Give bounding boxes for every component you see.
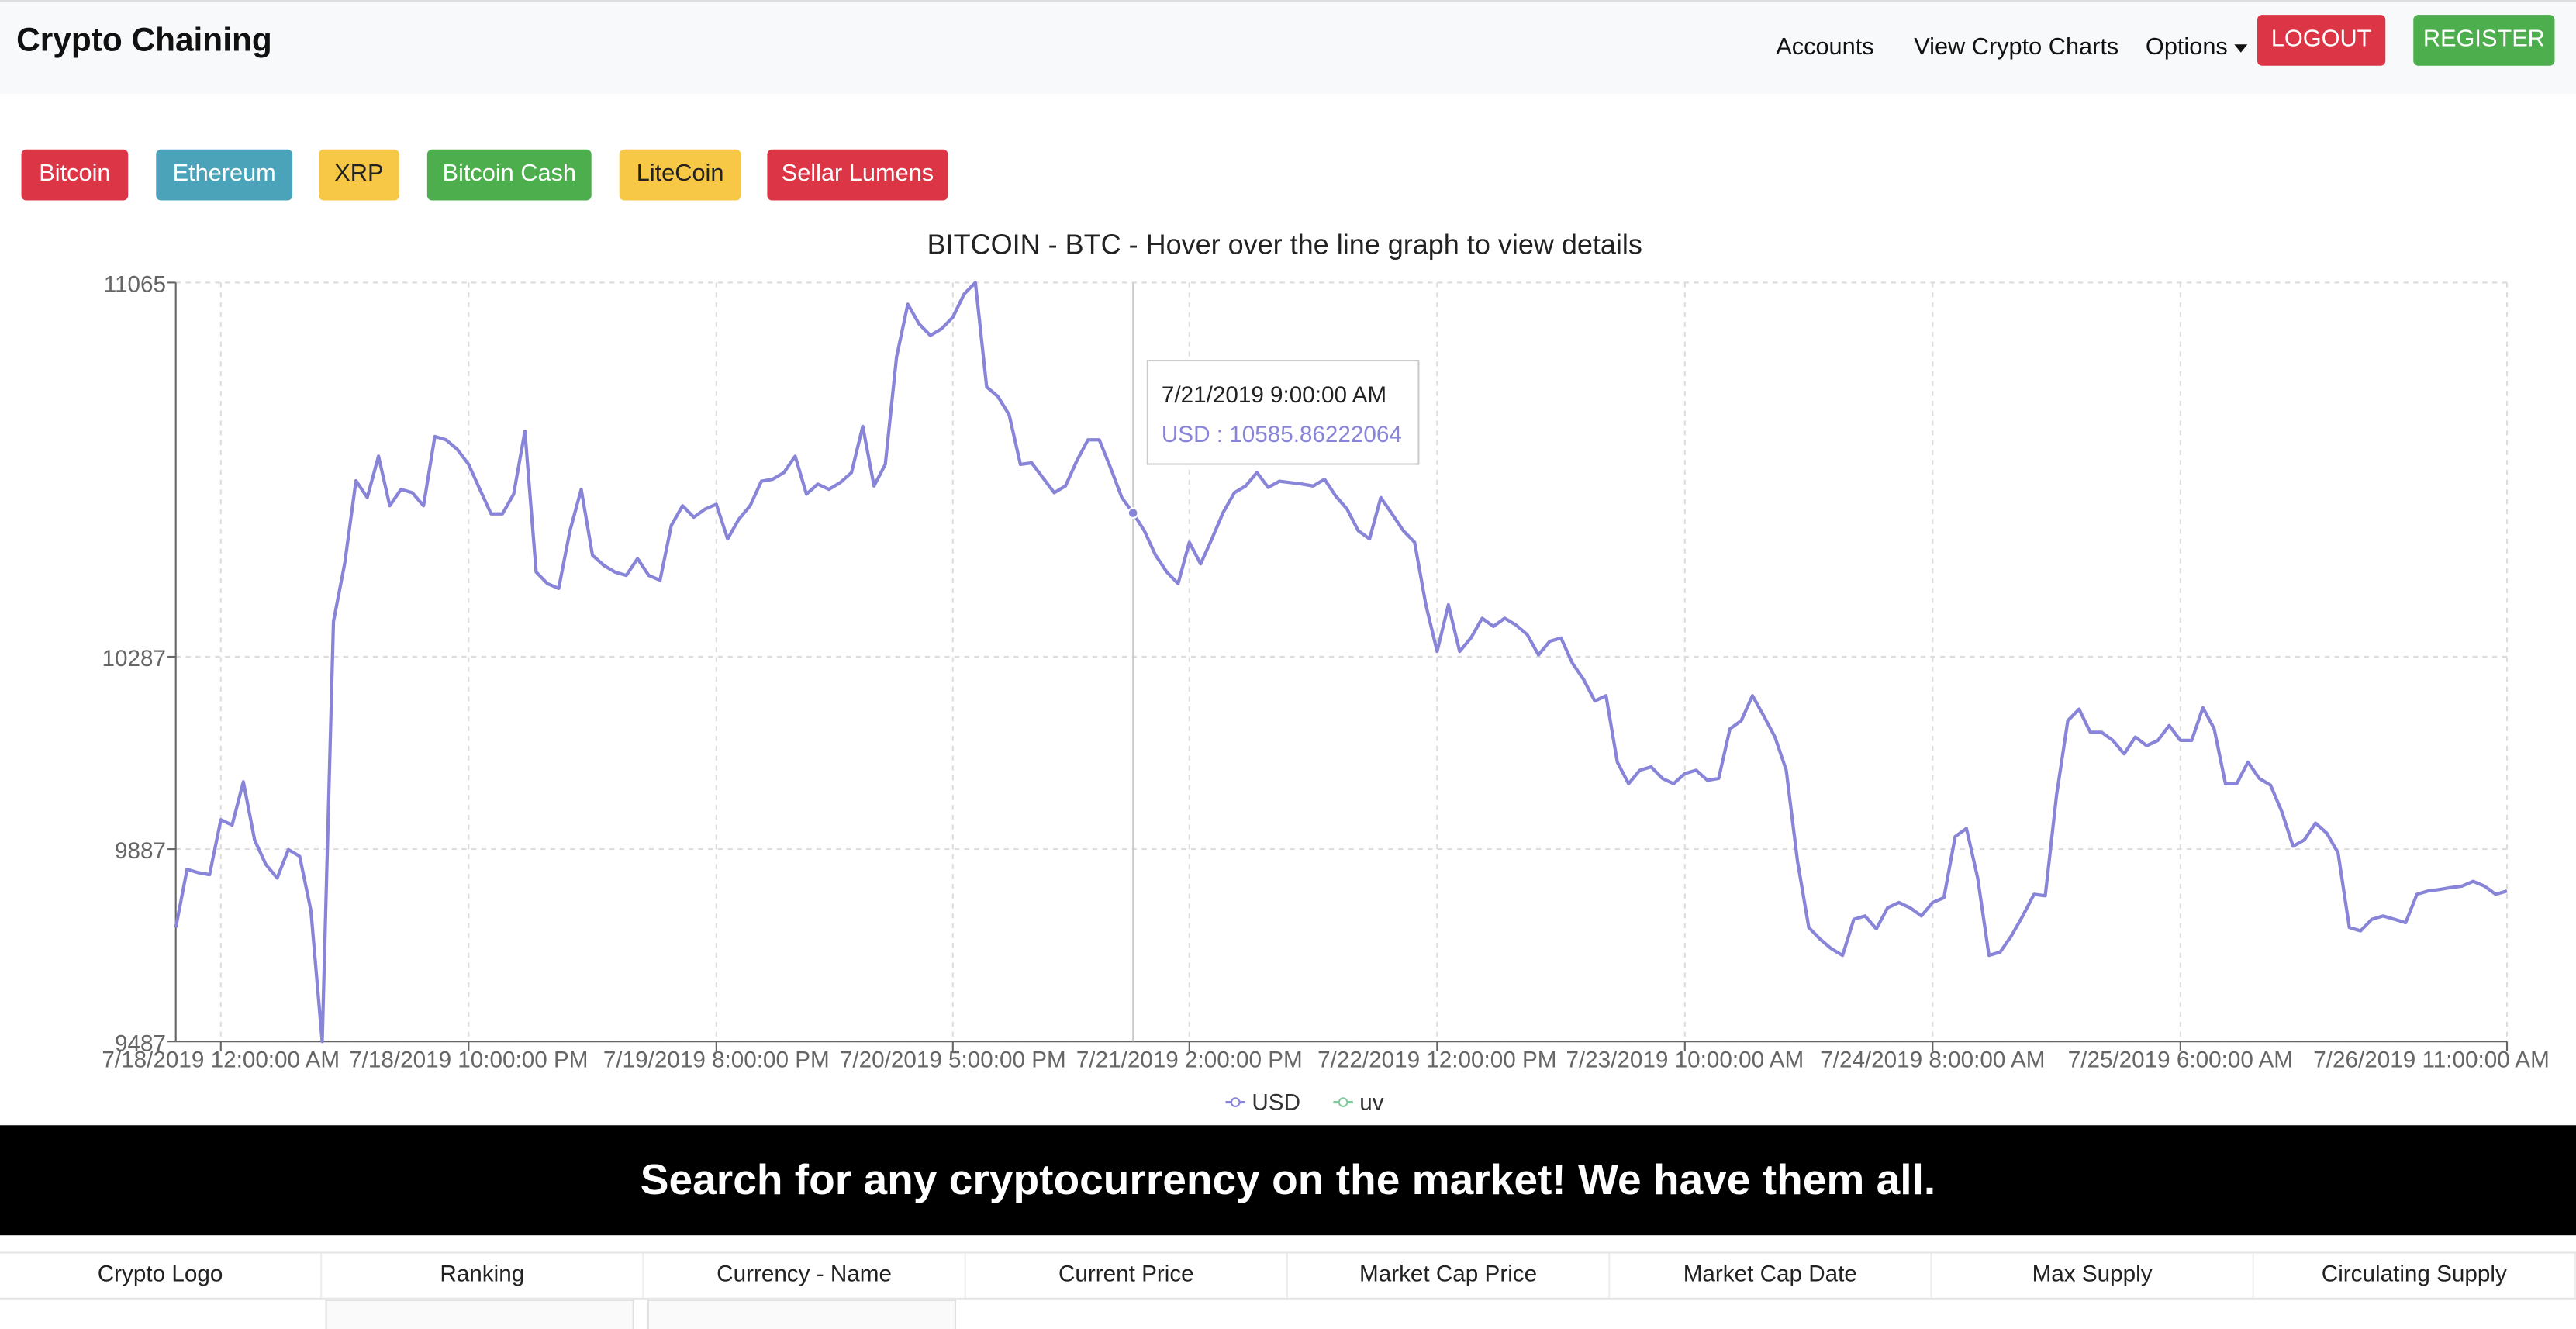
coin-button[interactable]: Bitcoin Cash	[426, 149, 592, 201]
hover-dot	[1127, 507, 1139, 520]
data-line	[174, 281, 2508, 1044]
column-header: Current Price	[966, 1253, 1288, 1298]
y-tick-label: 9487	[115, 1030, 166, 1056]
legend-label: USD	[1252, 1090, 1300, 1116]
x-tick-label: 7/26/2019 11:00:00 AM	[2313, 1047, 2550, 1072]
nav-dropdown[interactable]: Options	[2145, 34, 2248, 61]
column-header: Ranking	[322, 1253, 644, 1298]
x-tick-label: 7/21/2019 2:00:00 PM	[1076, 1047, 1303, 1072]
coin-button[interactable]: Ethereum	[156, 149, 293, 201]
brand[interactable]: Crypto Chaining	[16, 22, 272, 60]
coin-button[interactable]: LiteCoin	[619, 149, 741, 201]
tooltip-label: 7/21/2019 9:00:00 AM	[1161, 381, 1387, 408]
column-header: Crypto Logo	[0, 1253, 323, 1298]
x-tick-label: 7/19/2019 8:00:00 PM	[603, 1047, 830, 1072]
nav-link: Options	[2145, 34, 2228, 61]
navbar: Crypto Chaining Accounts View Crypto Cha…	[0, 0, 2576, 94]
y-tick-label: 9887	[115, 838, 166, 864]
table-header: Crypto Logo Ranking Currency - Name Current…	[0, 1251, 2576, 1300]
x-tick-label: 7/22/2019 12:00:00 PM	[1317, 1047, 1556, 1072]
x-tick-label: 7/25/2019 6:00:00 AM	[2068, 1047, 2293, 1072]
logout-button[interactable]: LOGOUT	[2257, 15, 2386, 66]
nav-link[interactable]: View Crypto Charts	[1914, 34, 2119, 61]
tooltip: 7/21/2019 9:00:00 AM USD : 10585.8622206…	[1146, 359, 1420, 465]
y-tick-label: 11065	[104, 271, 166, 297]
nav-link[interactable]: Accounts	[1776, 34, 1874, 61]
x-tick-label: 7/18/2019 12:00:00 AM	[102, 1047, 340, 1072]
coin-button[interactable]: Sellar Lumens	[767, 149, 948, 201]
legend-icon	[1230, 1097, 1241, 1107]
register-button[interactable]: REGISTER	[2413, 15, 2555, 66]
coin-button[interactable]: Bitcoin	[21, 149, 129, 201]
column-header: Currency - Name	[644, 1253, 966, 1298]
legend-icon	[1338, 1097, 1348, 1107]
chart-title: BITCOIN - BTC - Hover over the line grap…	[927, 228, 1642, 260]
search-banner: Search for any cryptocurrency on the mar…	[0, 1125, 2576, 1236]
tooltip-value: USD : 10585.86222064	[1161, 420, 1402, 447]
y-tick-label: 10287	[102, 646, 166, 671]
column-header: Max Supply	[1932, 1253, 2254, 1298]
table-cell	[325, 1299, 634, 1329]
coin-button[interactable]: XRP	[319, 149, 399, 201]
legend-label: uv	[1359, 1090, 1383, 1116]
caret	[2234, 43, 2248, 53]
x-tick-label: 7/18/2019 10:00:00 PM	[349, 1047, 588, 1072]
column-header: Circulating Supply	[2254, 1253, 2576, 1298]
x-tick-label: 7/24/2019 8:00:00 AM	[1820, 1047, 2045, 1072]
column-header: Market Cap Date	[1610, 1253, 1932, 1298]
x-tick-label: 7/20/2019 5:00:00 PM	[840, 1047, 1066, 1072]
x-tick-label: 7/23/2019 10:00:00 AM	[1566, 1047, 1804, 1072]
column-header: Market Cap Price	[1288, 1253, 1611, 1298]
table-cell	[647, 1299, 957, 1329]
chart: BITCOIN - BTC - Hover over the line grap…	[102, 228, 2550, 1116]
